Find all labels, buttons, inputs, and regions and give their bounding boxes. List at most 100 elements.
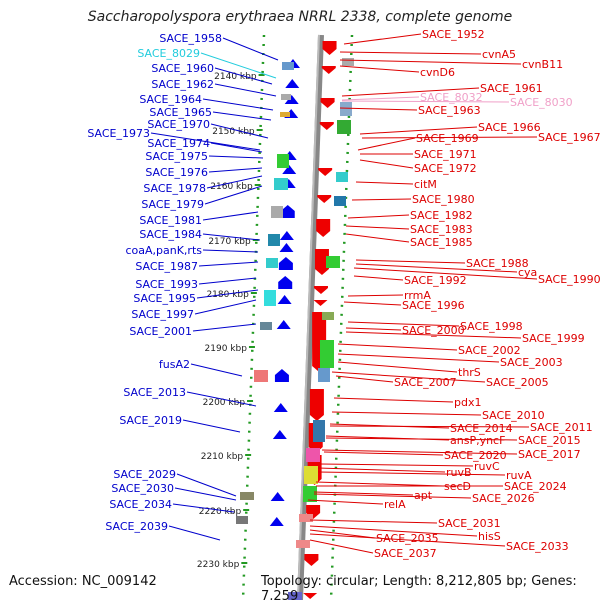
left-label-leader xyxy=(202,233,261,241)
forward-gene-arrow xyxy=(278,257,293,270)
left-gene-label: SACE_8029 xyxy=(137,47,200,60)
forward-gene-arrow xyxy=(277,295,292,304)
left-gene-label: SACE_1975 xyxy=(145,150,208,163)
left-label-leader xyxy=(176,473,237,497)
gene-feature-block xyxy=(264,290,276,306)
gene-feature-block xyxy=(281,94,291,100)
right-gene-label: SACE_2026 xyxy=(472,492,535,505)
right-label-leader xyxy=(343,301,402,306)
right-gene-label: rrmA xyxy=(404,289,431,302)
right-label-leader xyxy=(347,321,460,327)
forward-gene-arrow xyxy=(284,95,299,104)
right-gene-label: SACE_1999 xyxy=(522,332,585,345)
gene-feature-block xyxy=(336,172,348,182)
right-label-leader xyxy=(307,499,384,505)
right-gene-label: SACE_1996 xyxy=(402,299,465,312)
left-label-leader xyxy=(192,323,257,332)
right-gene-label: SACE_2000 xyxy=(402,324,465,337)
gene-feature-block xyxy=(280,112,290,117)
right-label-leader xyxy=(355,259,466,264)
right-gene-label: SACE_1992 xyxy=(404,274,467,287)
right-label-leader xyxy=(353,275,404,281)
left-label-leader xyxy=(198,261,259,267)
right-gene-label: relA xyxy=(384,498,406,511)
right-gene-label: SACE_1982 xyxy=(410,209,473,222)
gene-feature-block xyxy=(266,258,278,268)
gene-feature-block xyxy=(322,312,334,320)
gene-feature-block xyxy=(342,58,354,66)
reverse-gene-arrow xyxy=(320,98,335,108)
right-label-leader xyxy=(309,533,506,547)
forward-gene-arrow xyxy=(274,369,289,382)
left-gene-label: SACE_1962 xyxy=(151,78,214,91)
scale-tick-label: 2150 kbp xyxy=(212,127,255,137)
gene-feature-block xyxy=(306,448,320,462)
right-label-leader xyxy=(345,331,522,339)
right-label-leader xyxy=(333,397,454,403)
left-label-leader xyxy=(222,37,279,61)
genome-backbone xyxy=(297,34,324,600)
forward-gene-arrow xyxy=(276,320,291,329)
right-gene-label: SACE_2010 xyxy=(482,409,545,422)
right-gene-label: SACE_1988 xyxy=(466,257,529,270)
right-label-leader xyxy=(331,411,482,416)
gene-feature-block xyxy=(303,486,317,502)
scale-tick-label: 2190 kbp xyxy=(205,344,248,354)
right-label-leader xyxy=(339,107,418,111)
right-gene-label: SACE_1972 xyxy=(414,162,477,175)
reverse-gene-arrow xyxy=(314,249,329,275)
gene-feature-block xyxy=(296,540,310,548)
right-label-leader xyxy=(309,539,374,554)
left-gene-label: SACE_2013 xyxy=(123,386,186,399)
gene-feature-block xyxy=(271,206,283,218)
right-label-leader xyxy=(337,343,458,351)
left-gene-label: SACE_1958 xyxy=(159,32,222,45)
left-label-leader xyxy=(168,525,221,541)
left-gene-label: SACE_2019 xyxy=(119,414,182,427)
right-gene-label: SACE_8032 xyxy=(420,91,483,104)
left-gene-label: SACE_2001 xyxy=(129,325,192,338)
right-label-leader xyxy=(329,425,530,428)
gene-feature-block xyxy=(254,370,268,382)
topology-text: Topology: circular; Length: 8,212,805 bp… xyxy=(261,574,577,600)
right-label-leader xyxy=(351,198,412,201)
left-gene-label: SACE_1979 xyxy=(141,198,204,211)
reverse-gene-arrow xyxy=(322,41,337,55)
right-gene-label: SACE_2033 xyxy=(506,540,569,553)
right-gene-label: SACE_2035 xyxy=(376,532,439,545)
right-label-leader xyxy=(343,33,422,45)
right-gene-label: SACE_1998 xyxy=(460,320,523,333)
scale-tick-label: 2230 kbp xyxy=(197,560,240,570)
right-gene-label: cvnB11 xyxy=(522,58,563,71)
forward-gene-arrow xyxy=(272,430,287,439)
right-label-leader xyxy=(347,294,404,297)
right-label-leader xyxy=(313,491,414,496)
left-scale-dots xyxy=(241,34,266,600)
right-gene-label: SACE_1963 xyxy=(418,104,481,117)
forward-gene-arrow xyxy=(279,231,294,240)
right-label-leader xyxy=(335,375,394,383)
right-gene-label: SACE_2003 xyxy=(500,356,563,369)
reverse-gene-arrow xyxy=(313,286,328,294)
gene-feature-block xyxy=(340,102,352,116)
right-gene-label: cvnA5 xyxy=(482,48,516,61)
right-label-leader xyxy=(323,451,444,456)
gene-feature-block xyxy=(268,234,280,246)
right-label-leader xyxy=(313,493,472,499)
left-label-leader xyxy=(190,363,243,377)
right-gene-label: ruvC xyxy=(474,460,500,473)
right-gene-label: ruvA xyxy=(506,469,532,482)
reverse-gene-arrow xyxy=(313,300,328,306)
forward-gene-arrow xyxy=(270,492,285,501)
reverse-gene-arrow xyxy=(321,66,336,74)
right-gene-label: SACE_2015 xyxy=(518,434,581,447)
right-label-leader xyxy=(345,327,402,331)
left-gene-label: SACE_1974 xyxy=(147,137,210,150)
right-gene-label: apt xyxy=(414,489,433,502)
left-gene-label: SACE_1965 xyxy=(149,106,212,119)
right-label-leader xyxy=(355,181,414,185)
right-label-leader xyxy=(359,126,478,135)
right-gene-label: ansP,yncF xyxy=(450,434,505,447)
map-title: Saccharopolyspora erythraea NRRL 2338, c… xyxy=(87,9,513,25)
left-label-leader xyxy=(198,277,257,285)
